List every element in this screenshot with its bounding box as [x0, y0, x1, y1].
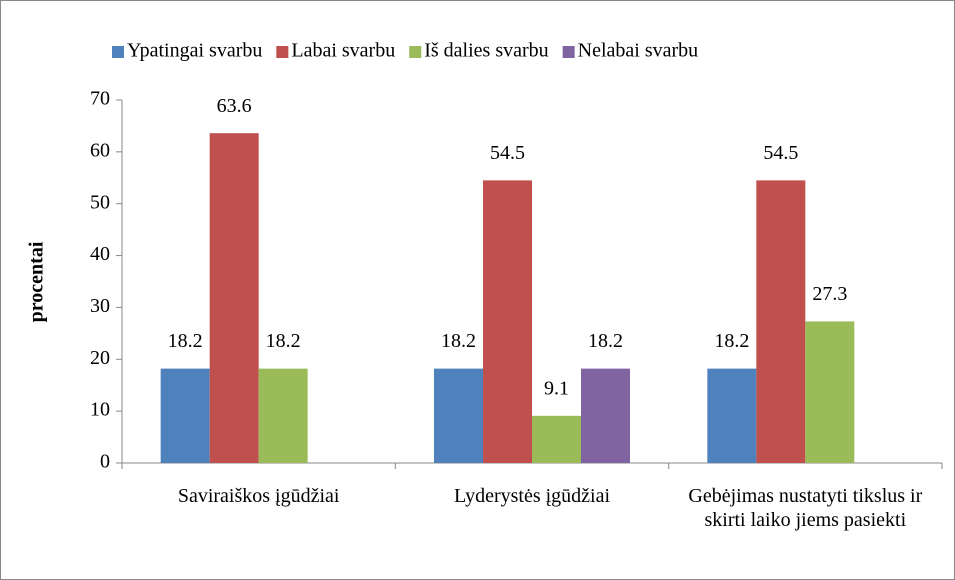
data-label: 18.2	[168, 330, 203, 352]
data-label: 27.3	[812, 283, 847, 305]
data-label: 18.2	[714, 330, 749, 352]
legend-swatch	[562, 46, 575, 58]
y-tick-label: 40	[90, 243, 110, 265]
legend-label: Nelabai svarbu	[578, 40, 699, 62]
x-tick-label: Lyderystės įgūdžiai	[453, 485, 611, 507]
data-label: 9.1	[544, 377, 569, 399]
bar	[209, 133, 259, 463]
data-label: 63.6	[217, 95, 252, 117]
x-tick-label: Gebėjimas nustatyti tikslus ir skirti la…	[688, 485, 923, 531]
legend-label: Ypatingai svarbu	[127, 40, 262, 62]
data-label: 18.2	[588, 330, 623, 352]
y-tick-label: 20	[90, 347, 110, 369]
data-label: 54.5	[763, 142, 798, 164]
bar	[532, 415, 581, 463]
legend-label: Labai svarbu	[291, 40, 395, 62]
bar	[258, 368, 308, 463]
legend-swatch	[112, 46, 124, 58]
y-tick-label: 0	[100, 451, 110, 473]
bar	[581, 368, 630, 463]
bar	[756, 180, 806, 463]
y-tick-label: 10	[90, 399, 110, 421]
y-tick-label: 60	[90, 139, 110, 161]
data-label: 18.2	[266, 330, 301, 352]
y-tick-label: 30	[90, 295, 110, 317]
legend-label: Iš dalies svarbu	[424, 40, 548, 62]
bar	[160, 368, 210, 463]
y-tick-label: 70	[90, 88, 110, 110]
legend-swatch	[276, 46, 289, 58]
data-label: 18.2	[441, 330, 476, 352]
bar	[707, 368, 757, 463]
x-tick-label: Saviraiškos įgūdžiai	[177, 485, 340, 507]
bar	[434, 368, 483, 463]
legend-swatch	[409, 46, 422, 58]
y-tick-label: 50	[90, 191, 110, 213]
y-axis-title: procentai	[26, 241, 48, 322]
bar	[483, 180, 532, 463]
data-label: 54.5	[490, 142, 525, 164]
bar	[805, 321, 855, 463]
